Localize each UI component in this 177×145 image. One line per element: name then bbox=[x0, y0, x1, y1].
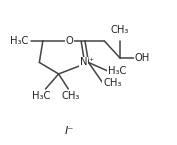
Text: I⁻: I⁻ bbox=[64, 126, 74, 136]
Text: CH₃: CH₃ bbox=[62, 91, 80, 102]
Text: OH: OH bbox=[135, 53, 150, 63]
Text: N: N bbox=[80, 57, 88, 67]
Text: H₃C: H₃C bbox=[10, 36, 28, 46]
Text: CH₃: CH₃ bbox=[111, 25, 129, 35]
Text: O: O bbox=[65, 36, 73, 46]
Text: ⁺: ⁺ bbox=[88, 57, 93, 66]
Text: H₃C: H₃C bbox=[108, 66, 127, 76]
Text: CH₃: CH₃ bbox=[103, 78, 121, 88]
Text: H₃C: H₃C bbox=[32, 91, 50, 102]
